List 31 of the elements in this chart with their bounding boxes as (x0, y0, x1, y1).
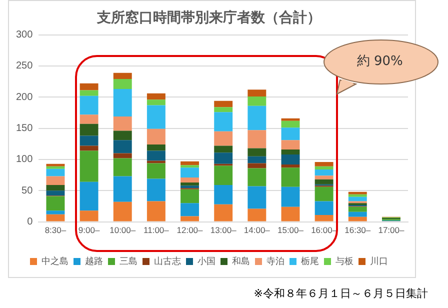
legend-label: 小国 (198, 256, 216, 267)
y-tick-label: 300 (16, 30, 34, 41)
x-tick-label: 13:00– (210, 225, 237, 236)
legend-label: 川口 (370, 256, 388, 267)
legend-label: 越路 (85, 256, 103, 267)
legend-label: 栃尾 (301, 256, 319, 267)
y-tick-label: 250 (16, 60, 34, 72)
x-tick-label: 11:00– (144, 225, 170, 236)
y-tick-label: 150 (16, 123, 34, 134)
x-tick-label: 12:00– (176, 225, 204, 236)
x-tick-label: 14:00– (244, 225, 270, 236)
legend-label: 与板 (336, 256, 354, 267)
text: ※令和８年６月１日～６月５日集計 (254, 286, 428, 301)
y-tick-label: 50 (22, 185, 34, 196)
legend-label: 三島 (120, 256, 138, 267)
legend-label: 和島 (232, 256, 250, 267)
chart-title: 支所窓口時間帯別来庁者数（合計） (96, 9, 321, 26)
annotation: 約 90% (356, 53, 404, 70)
x-tick-label: 9:00– (78, 225, 100, 236)
y-tick-label: 200 (16, 92, 34, 103)
y-tick-label: 100 (16, 154, 34, 166)
legend-label: 中之島 (42, 256, 68, 267)
x-tick-label: 8:30– (44, 225, 66, 236)
x-tick-label: 10:00– (110, 225, 136, 236)
x-tick-label: 16:30– (344, 225, 371, 236)
legend-label: 寺泊 (266, 256, 284, 267)
x-tick-label: 17:00– (378, 225, 404, 236)
legend-label: 山古志 (154, 256, 181, 267)
y-tick-label: 0 (27, 216, 34, 228)
x-tick-label: 16:00– (311, 225, 338, 236)
x-tick-label: 15:00– (277, 225, 304, 236)
